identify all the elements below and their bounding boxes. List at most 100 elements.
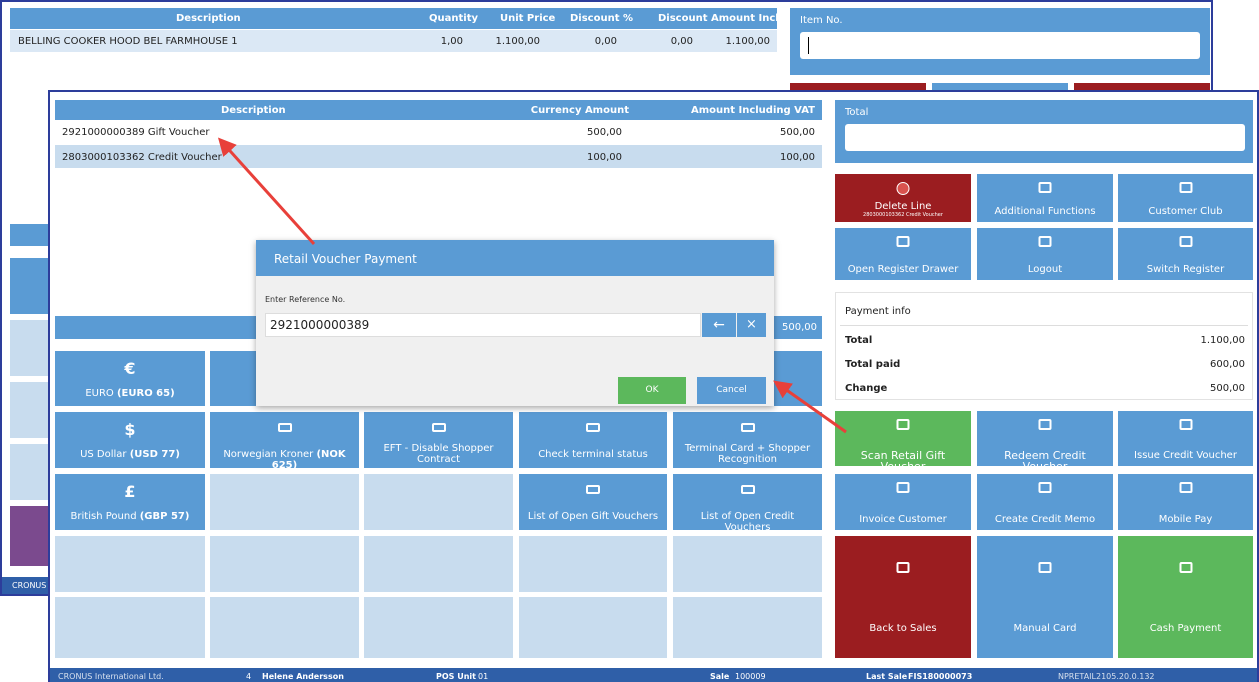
function-button[interactable]: Switch Register (1118, 228, 1253, 280)
tile-text: Check terminal status (538, 449, 648, 460)
payment-value: 600,00 (1210, 359, 1245, 370)
payment-value: 500,00 (1210, 383, 1245, 394)
status-bar (50, 668, 1257, 682)
tile-text: List of Open Gift Vouchers (527, 511, 659, 522)
tile (55, 597, 205, 658)
button-icon (896, 182, 910, 195)
item-input[interactable] (800, 32, 1200, 59)
tile-icon (277, 423, 292, 432)
tile-label: Terminal Card + Shopper Recognition (677, 443, 818, 465)
button-icon (1038, 236, 1052, 247)
arrow (773, 380, 847, 434)
tile-label: EURO (EURO 65) (59, 388, 201, 399)
clear-button[interactable]: × (737, 313, 766, 337)
button-label: Invoice Customer (859, 514, 947, 525)
function-button[interactable]: Invoice Customer (835, 474, 971, 530)
tile-icon: $ (124, 420, 136, 439)
input-value: 2921000000389 (270, 318, 370, 332)
function-button[interactable]: Redeem Credit Voucher (977, 411, 1113, 472)
column-header: Discount Amount Incl... (658, 13, 791, 24)
button-icon (896, 236, 910, 247)
column-header: Description (221, 105, 286, 116)
tile-label: Norwegian Kroner (NOK 625) (214, 449, 355, 471)
tile[interactable]: $ US Dollar (USD 77) (55, 412, 205, 468)
button-label: Manual Card (1013, 623, 1077, 634)
table-row[interactable] (55, 145, 822, 168)
tile[interactable]: Check terminal status (519, 412, 667, 468)
function-button[interactable]: Back to Sales (835, 536, 971, 658)
tile[interactable]: Norwegian Kroner (NOK 625) (210, 412, 359, 471)
payment-label: Total (845, 335, 873, 346)
button-label: Back to Sales (869, 623, 937, 634)
function-button[interactable]: Open Register Drawer (835, 228, 971, 280)
tile-icon: £ (124, 482, 136, 501)
tile (210, 536, 359, 592)
button-label: Cash Payment (1149, 623, 1222, 634)
function-button[interactable]: Manual Card (977, 536, 1113, 658)
function-button[interactable]: Mobile Pay (1118, 474, 1253, 530)
button-icon (1179, 419, 1192, 430)
tile-label: US Dollar (USD 77) (59, 449, 201, 460)
function-button[interactable]: Logout (977, 228, 1113, 280)
cancel-button[interactable]: Cancel (697, 377, 766, 404)
tile (673, 536, 822, 592)
cell: 100,00 (780, 152, 815, 163)
tile[interactable]: £ British Pound (GBP 57) (55, 474, 205, 530)
function-button[interactable]: Cash Payment (1118, 536, 1253, 658)
tile[interactable] (10, 506, 48, 566)
column-header: Quantity (429, 13, 478, 24)
button[interactable] (790, 83, 926, 93)
item-label: Item No. (800, 15, 843, 26)
footer-text: Helene Andersson (262, 672, 344, 681)
tile (519, 536, 667, 592)
button[interactable] (1074, 83, 1210, 93)
cell: 100,00 (587, 152, 622, 163)
tile[interactable] (10, 258, 48, 314)
panel (10, 224, 48, 246)
function-button[interactable]: Customer Club (1118, 174, 1253, 222)
tile-text: Terminal Card + Shopper Recognition (684, 443, 811, 465)
backspace-button[interactable]: ← (702, 313, 736, 337)
column-header: Discount % (570, 13, 633, 24)
tile-code: (EURO 65) (116, 388, 175, 399)
tile[interactable]: Terminal Card + Shopper Recognition (673, 412, 822, 468)
tile[interactable]: € EURO (EURO 65) (55, 351, 205, 406)
button-label: Scan Retail Gift Voucher (860, 449, 946, 473)
function-button[interactable]: Delete Line 2803000103362 Credit Voucher (835, 174, 971, 222)
tile[interactable]: List of Open Gift Vouchers (519, 474, 667, 530)
reference-input[interactable] (265, 313, 701, 337)
cell: BELLING COOKER HOOD BEL FARMHOUSE 1 (18, 36, 238, 47)
tile[interactable]: EFT - Disable Shopper Contract (364, 412, 513, 468)
cell: 2921000000389 Gift Voucher (62, 127, 210, 138)
function-button[interactable]: Scan Retail Gift Voucher (835, 411, 971, 472)
payment-label: Change (845, 383, 888, 394)
tile[interactable]: List of Open Credit Vouchers (673, 474, 822, 533)
function-button[interactable]: Create Credit Memo (977, 474, 1113, 530)
tile-label: List of Open Credit Vouchers (677, 511, 818, 533)
footer-text: CRONUS International Ltd. (58, 672, 164, 681)
payment-value: 1.100,00 (1200, 335, 1245, 346)
tile (673, 597, 822, 658)
function-button[interactable]: Additional Functions (977, 174, 1113, 222)
cell: 0,00 (670, 36, 693, 47)
table-row (10, 30, 777, 52)
payment-info-title: Payment info (845, 306, 911, 317)
tile (10, 320, 48, 376)
tile (10, 444, 48, 500)
input-label: Enter Reference No. (265, 295, 346, 304)
button-icon (896, 482, 910, 493)
button-icon (1038, 562, 1052, 573)
footer-text: 100009 (735, 672, 766, 681)
function-button[interactable]: Issue Credit Voucher (1118, 411, 1253, 466)
ok-button[interactable]: OK (618, 377, 686, 404)
tile (10, 382, 48, 438)
button[interactable] (932, 83, 1068, 93)
footer-text: POS Unit (436, 672, 476, 681)
footer (2, 577, 48, 594)
cell: 1,00 (440, 36, 463, 47)
table-row[interactable] (55, 121, 822, 144)
button-label: Mobile Pay (1158, 514, 1213, 525)
cell: 500,00 (587, 127, 622, 138)
tile-text: British Pound (70, 511, 137, 522)
